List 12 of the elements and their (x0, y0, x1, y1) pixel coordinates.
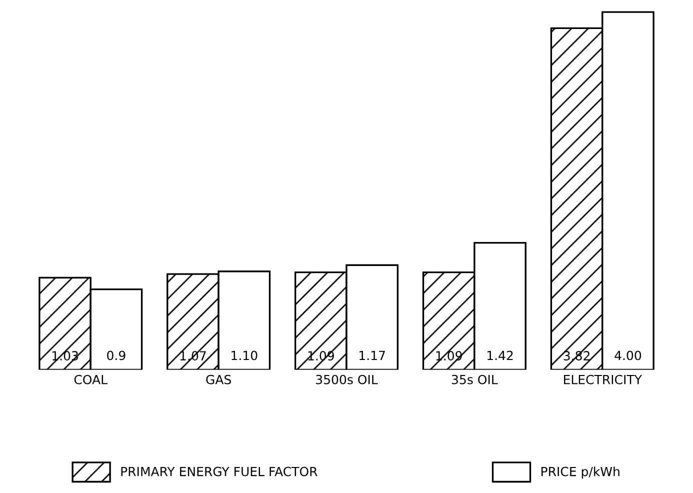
x-tick-label: 3500s OIL (316, 374, 378, 384)
x-tick-label: GAS (206, 374, 231, 384)
data-label: 1.10 (232, 350, 258, 360)
x-tick-label: 35s OIL (452, 374, 498, 384)
data-label: 4.00 (614, 350, 642, 360)
x-tick-label: COAL (74, 374, 108, 384)
x-tick-label: ELECTRICITY (564, 374, 642, 384)
data-label: 1.17 (360, 350, 385, 360)
legend-label: PRICE p/kWh (541, 466, 620, 479)
legend-label: PRIMARY ENERGY FUEL FACTOR (121, 466, 318, 476)
data-label: 1.42 (487, 350, 513, 360)
data-label: 0.9 (107, 350, 126, 360)
